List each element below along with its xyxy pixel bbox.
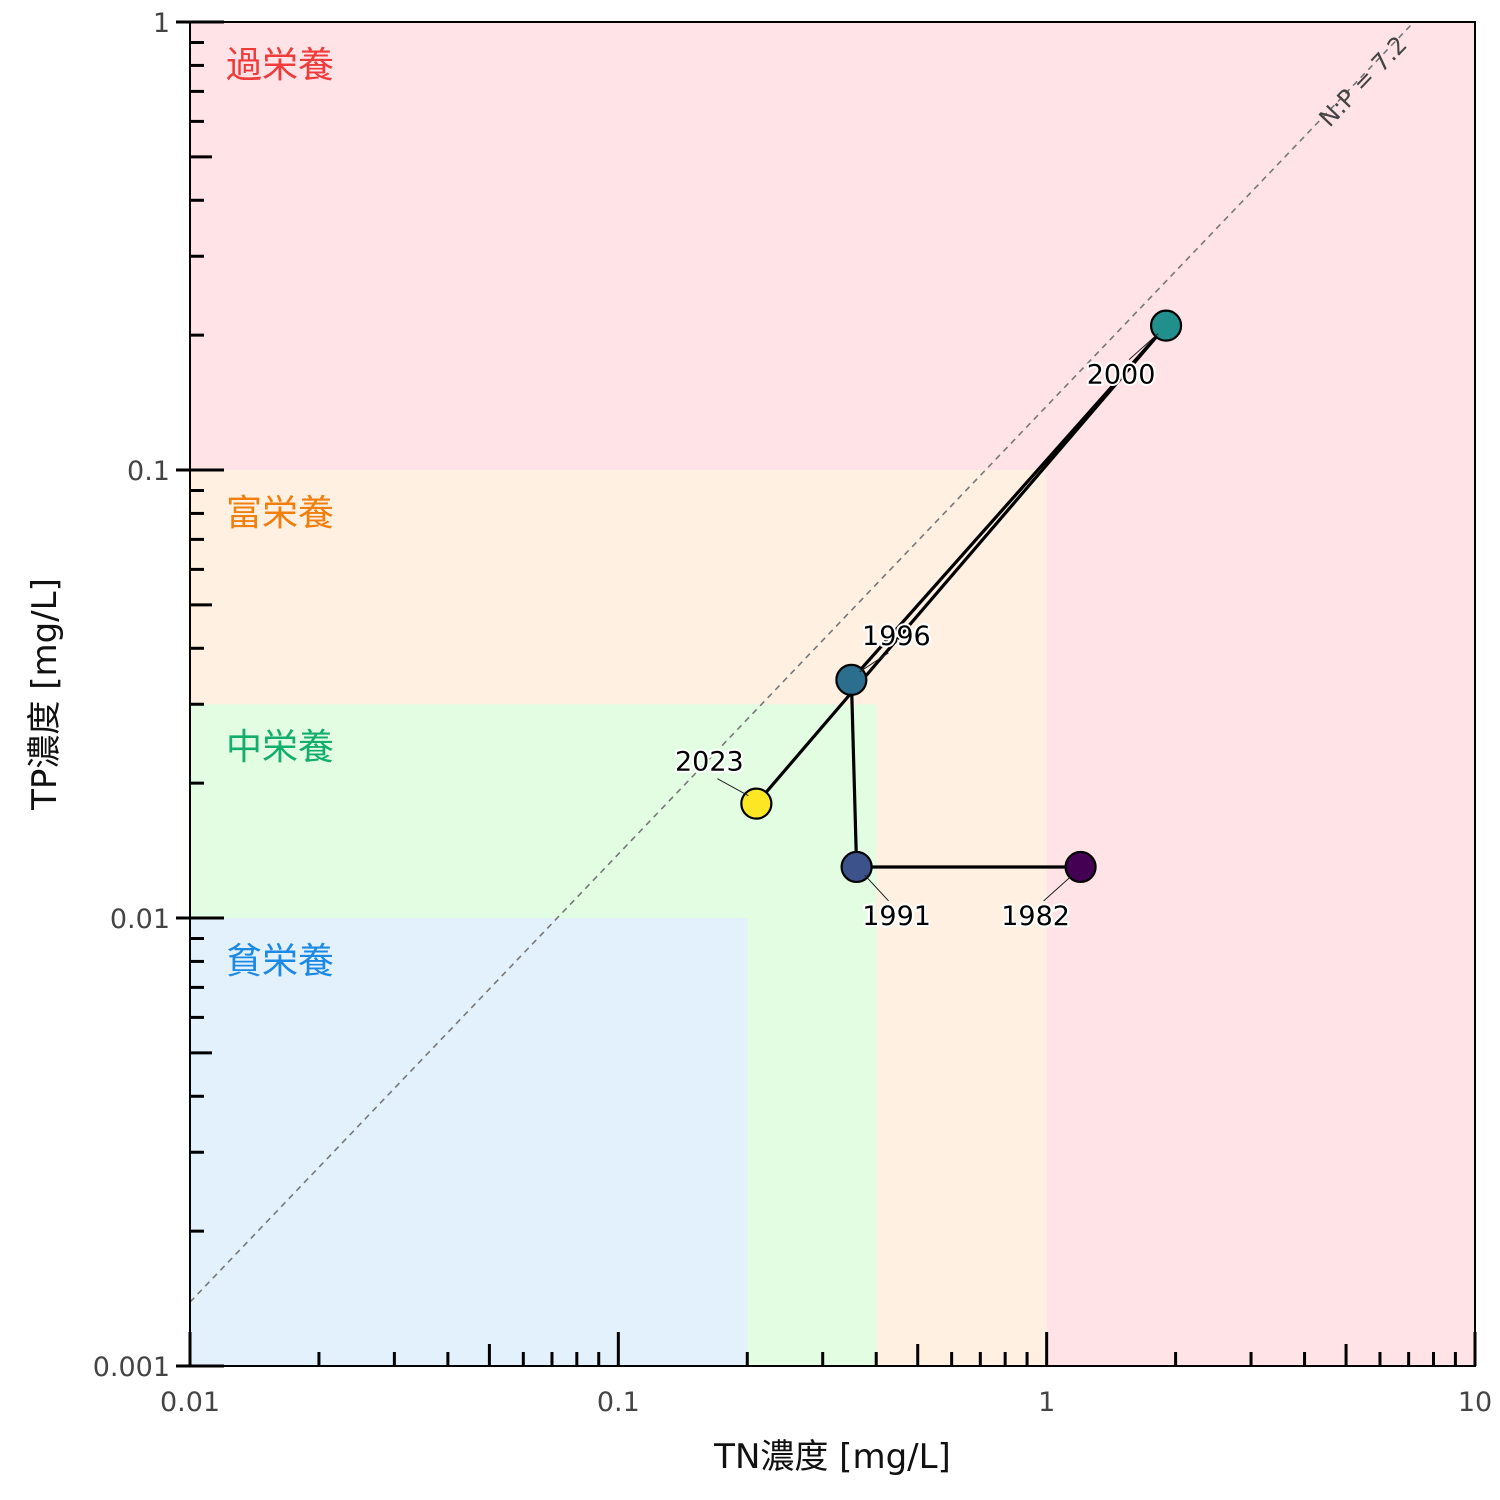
leader-1982: [1043, 874, 1073, 902]
point-2023: [740, 787, 773, 820]
y-tick-label: 0.001: [93, 1352, 170, 1383]
x-tick-label: 0.01: [160, 1387, 220, 1418]
x-tick-label: 10: [1458, 1387, 1492, 1418]
point-label-2000: 2000: [1087, 360, 1156, 391]
x-tick-label: 0.1: [597, 1387, 640, 1418]
leader-2000: [1128, 333, 1159, 361]
point-label-1991: 1991: [862, 901, 931, 932]
data-points: [740, 309, 1183, 884]
plot-frame: [189, 21, 1476, 1367]
leader-2023: [717, 778, 749, 797]
zone-label-0: 過栄養: [226, 45, 334, 86]
y-axis: 0.001 0.01 0.1 1: [93, 8, 224, 1383]
leader-1991: [864, 874, 889, 902]
point-2000: [1149, 309, 1183, 342]
y-tick-label: 1: [153, 8, 170, 39]
zone-label-3: 貧栄養: [226, 941, 334, 982]
x-axis: 0.01 0.1 1 10: [160, 1332, 1492, 1418]
point-label-1982: 1982: [1001, 901, 1070, 932]
point-1982: [1064, 850, 1097, 884]
zone-label-1: 富栄養: [226, 493, 334, 534]
y-axis-title: TP濃度 [mg/L]: [25, 578, 65, 811]
zone-3: [190, 918, 748, 1366]
x-tick-label: 1: [1038, 1387, 1055, 1418]
y-tick-label: 0.1: [127, 456, 170, 487]
zone-label-2: 中栄養: [226, 727, 334, 768]
point-1996: [835, 663, 868, 696]
point-label-2023: 2023: [675, 747, 744, 778]
point-label-1996: 1996: [862, 621, 931, 652]
point-1991: [840, 850, 873, 884]
y-tick-label: 0.01: [110, 904, 170, 935]
np-ratio-dashed-line: [189, 21, 1415, 1303]
trophic-zones: [190, 22, 1475, 1366]
leader-1996: [859, 652, 889, 673]
point-labels: 1982 1991 1996 2000 2023: [673, 333, 1159, 934]
x-axis-title: TN濃度 [mg/L]: [713, 1437, 951, 1477]
